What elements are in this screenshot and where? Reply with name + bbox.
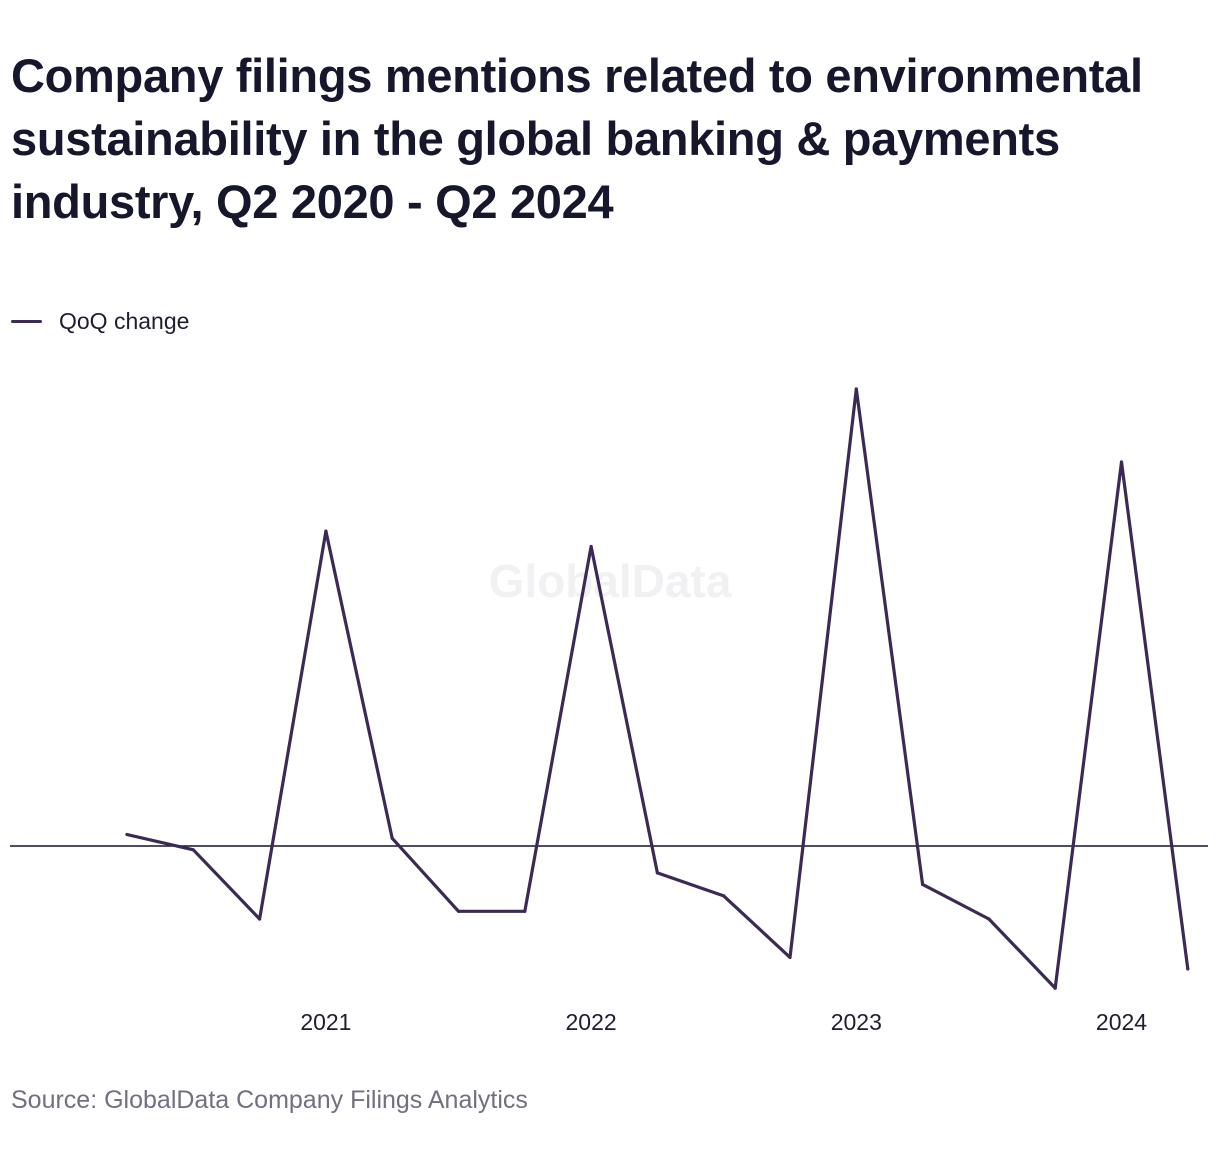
x-tick-label: 2023 <box>831 1009 882 1035</box>
data-point <box>1053 986 1057 990</box>
data-point <box>258 917 262 921</box>
data-point <box>788 955 792 960</box>
series-layer <box>125 387 1190 990</box>
data-point <box>125 832 129 837</box>
legend-label-qoq-change: QoQ change <box>59 307 190 334</box>
legend: QoQ change <box>11 306 189 336</box>
data-point <box>1119 460 1124 464</box>
data-point <box>1186 967 1190 971</box>
x-tick-label: 2024 <box>1096 1009 1147 1035</box>
data-point <box>589 544 593 549</box>
series-line-0 <box>125 387 1190 990</box>
x-tick-label: 2022 <box>566 1009 617 1035</box>
data-point <box>987 917 991 921</box>
data-point <box>921 882 925 887</box>
data-point <box>523 909 527 913</box>
legend-swatch-qoq-change <box>11 319 42 323</box>
data-point <box>390 836 394 840</box>
data-point <box>722 894 726 898</box>
watermark: GlobalData <box>489 555 732 607</box>
chart-title: Company filings mentions related to envi… <box>11 49 1143 228</box>
data-point <box>324 529 328 533</box>
data-point <box>191 848 195 852</box>
line-chart: GlobalData 2021 2022 2023 2024 <box>10 387 1208 1035</box>
data-point <box>456 909 461 913</box>
source-note: Source: GlobalData Company Filings Analy… <box>11 1086 528 1114</box>
data-point <box>655 871 660 875</box>
data-point <box>854 387 858 391</box>
x-axis-ticks: 2021 2022 2023 2024 <box>300 1009 1147 1035</box>
x-tick-label: 2021 <box>300 1009 351 1035</box>
